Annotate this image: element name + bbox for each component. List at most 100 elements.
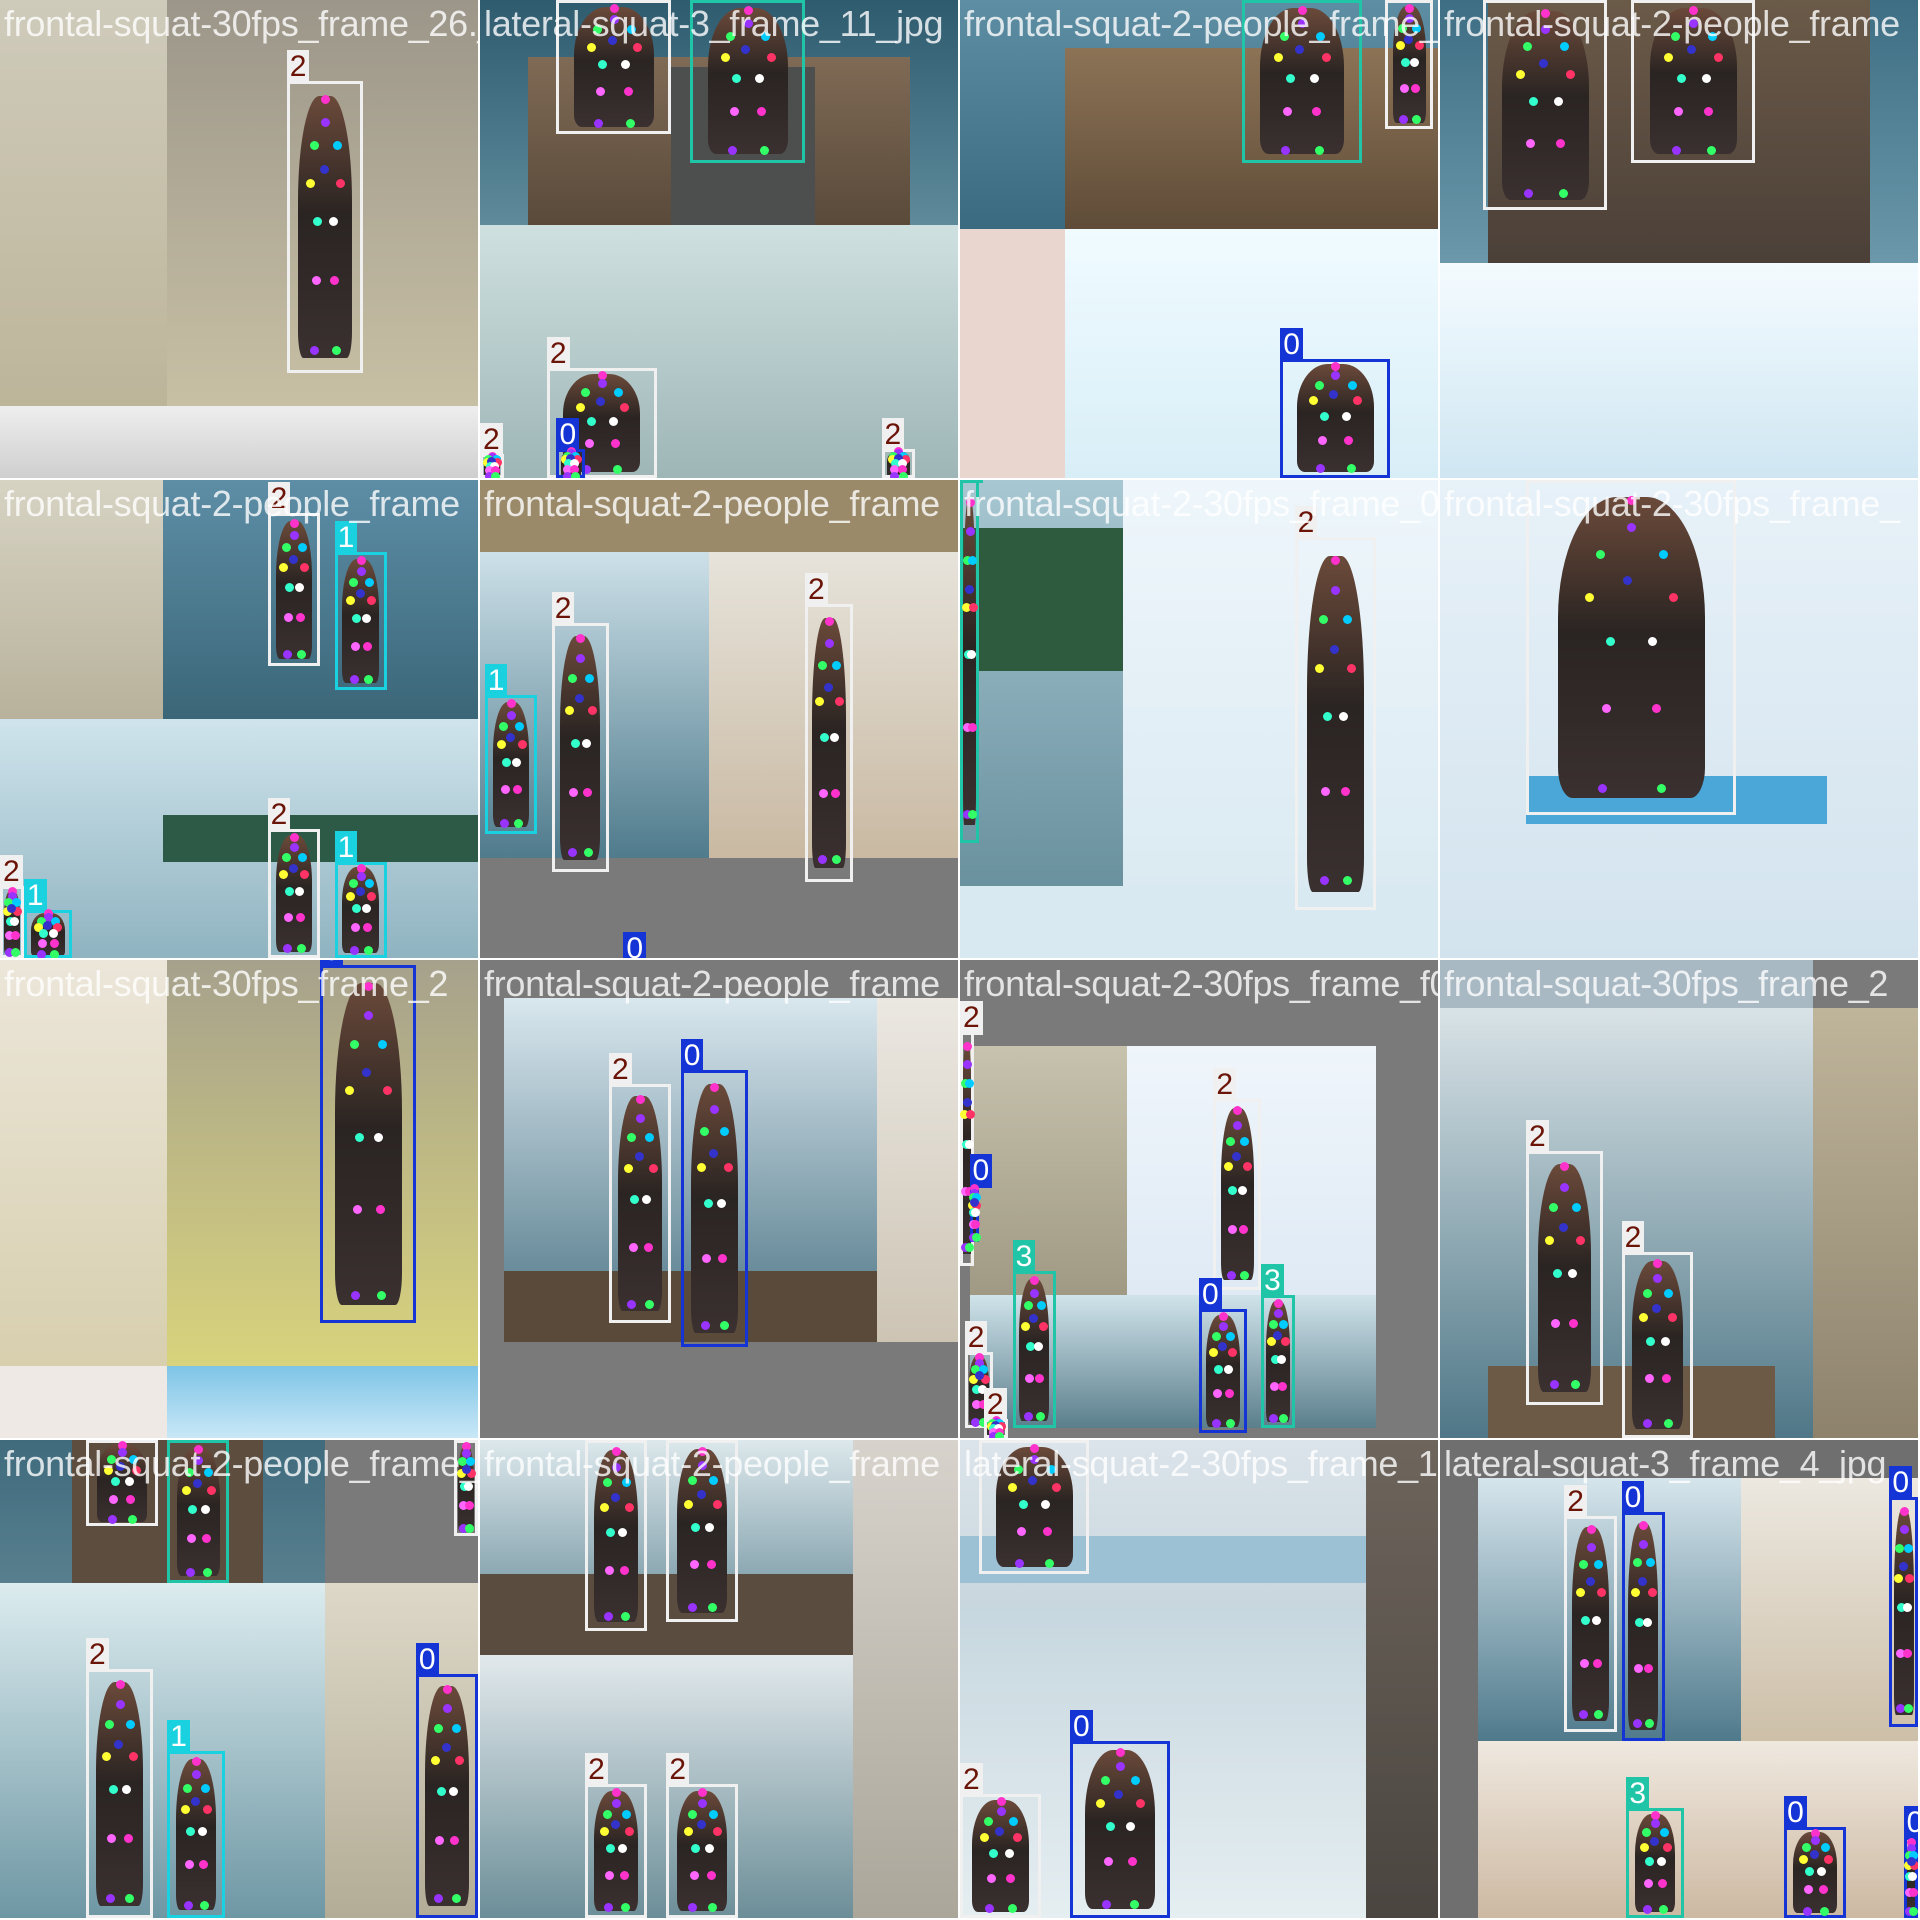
keypoint xyxy=(1213,1389,1223,1399)
keypoint xyxy=(689,1871,699,1881)
keypoint xyxy=(1329,390,1339,400)
class-label: 2 xyxy=(546,337,570,372)
tile-caption: lateral-squat-3_frame_4_jpg xyxy=(1444,1443,1887,1484)
detection-box: 3 xyxy=(1242,0,1362,163)
keypoint xyxy=(832,661,842,671)
keypoint xyxy=(1906,1837,1916,1847)
keypoint xyxy=(50,916,60,926)
keypoint xyxy=(297,853,307,863)
detection-box: 2 xyxy=(1526,1120,1603,1405)
keypoint xyxy=(627,25,637,35)
class-label: 3 xyxy=(1626,1777,1650,1812)
keypoint xyxy=(332,141,342,151)
keypoint xyxy=(1634,1617,1644,1627)
keypoint xyxy=(284,886,294,896)
person-silhouette xyxy=(618,1096,662,1312)
keypoint xyxy=(967,723,977,733)
keypoint xyxy=(620,1611,630,1621)
keypoint xyxy=(700,1126,710,1136)
keypoint xyxy=(1580,1658,1590,1668)
keypoint xyxy=(350,641,360,651)
keypoint xyxy=(1273,1298,1283,1308)
class-label: 2 xyxy=(983,1387,1007,1422)
keypoint xyxy=(1267,1337,1277,1347)
keypoint xyxy=(1273,1330,1283,1340)
keypoint xyxy=(691,1844,701,1854)
keypoint xyxy=(1895,1704,1905,1714)
scene-region xyxy=(162,814,478,863)
keypoint xyxy=(1116,1761,1126,1771)
keypoint xyxy=(1579,1710,1589,1720)
keypoint xyxy=(311,275,321,285)
class-label: 0 xyxy=(1621,1480,1645,1515)
keypoint xyxy=(297,943,307,953)
keypoint xyxy=(609,4,619,14)
person-silhouette xyxy=(96,1444,147,1522)
keypoint xyxy=(289,530,299,540)
keypoint xyxy=(1633,1663,1643,1673)
class-label: 2 xyxy=(805,573,828,608)
keypoint xyxy=(1101,1776,1111,1786)
keypoint xyxy=(1278,1320,1288,1330)
keypoint xyxy=(970,1364,980,1374)
keypoint xyxy=(1653,1273,1663,1283)
keypoint xyxy=(597,370,607,380)
keypoint xyxy=(1906,1857,1916,1867)
scene-region xyxy=(969,1046,1128,1295)
keypoint xyxy=(466,1469,476,1479)
keypoint xyxy=(377,1290,387,1300)
scene-region xyxy=(0,406,478,478)
keypoint xyxy=(188,1504,198,1514)
class-label: 2 xyxy=(585,1753,608,1788)
keypoint xyxy=(38,938,48,948)
keypoint xyxy=(1344,435,1354,445)
detection-box: 2 xyxy=(1213,1067,1262,1290)
keypoint xyxy=(350,1290,360,1300)
keypoint xyxy=(629,1195,639,1204)
keypoint xyxy=(433,1723,443,1733)
mosaic-tile: 2 3 2 2 1 0 frontal-squat-2-people_frame_28 xyxy=(0,1440,478,1918)
keypoint xyxy=(604,1566,614,1576)
keypoint xyxy=(612,1798,622,1808)
keypoint xyxy=(815,697,825,707)
keypoint xyxy=(889,471,899,478)
detection-box: 2 xyxy=(267,482,321,667)
keypoint xyxy=(1576,1587,1586,1597)
keypoint xyxy=(451,1894,461,1904)
person-silhouette xyxy=(560,635,601,860)
keypoint xyxy=(1552,1268,1562,1278)
keypoint xyxy=(200,1900,209,1910)
keypoint xyxy=(566,453,576,463)
keypoint xyxy=(603,1611,613,1621)
keypoint xyxy=(1269,1413,1279,1423)
keypoint xyxy=(1412,114,1421,124)
keypoint xyxy=(1128,1857,1138,1867)
keypoint xyxy=(485,461,495,471)
keypoint xyxy=(132,1466,142,1476)
keypoint xyxy=(107,1515,117,1525)
keypoint xyxy=(1819,1906,1829,1916)
keypoint xyxy=(464,1501,474,1510)
keypoint xyxy=(1601,703,1611,713)
keypoint xyxy=(116,1461,126,1471)
class-label: 2 xyxy=(666,1440,690,1443)
keypoint xyxy=(1297,18,1307,28)
keypoint xyxy=(718,1254,728,1264)
keypoint xyxy=(965,1079,975,1089)
keypoint xyxy=(1597,783,1607,793)
keypoint xyxy=(1558,189,1568,199)
keypoint xyxy=(1908,1871,1918,1881)
keypoint xyxy=(995,1432,1005,1438)
keypoint xyxy=(319,164,329,174)
class-label: 2 xyxy=(1385,0,1409,3)
keypoint xyxy=(1346,464,1356,474)
tile-caption: lateral-squat-2-30fps_frame_1 xyxy=(964,1443,1438,1484)
person-silhouette xyxy=(1220,1108,1254,1281)
keypoint xyxy=(1538,59,1548,69)
keypoint xyxy=(894,449,904,459)
keypoint xyxy=(898,471,908,478)
keypoint xyxy=(4,948,14,958)
keypoint xyxy=(1130,1899,1140,1909)
keypoint xyxy=(282,853,292,863)
keypoint xyxy=(1671,145,1681,155)
